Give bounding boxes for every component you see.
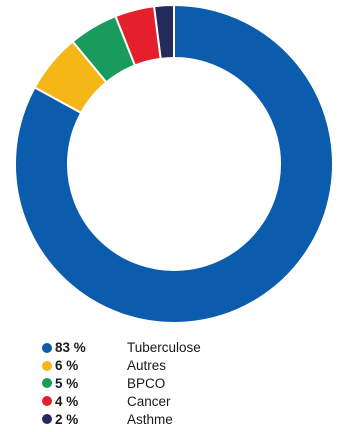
legend-label: Autres: [127, 358, 167, 374]
legend-item-autres: 6 % Autres: [42, 357, 322, 375]
legend-swatch-cancer: [42, 396, 52, 407]
legend-swatch-tuberculose: [42, 342, 52, 353]
legend-label: Asthme: [127, 411, 173, 427]
donut-chart: [14, 3, 334, 324]
legend-swatch-bpco: [42, 378, 52, 389]
slice-tuberculose: [14, 3, 334, 324]
legend-item-cancer: 4 % Cancer: [42, 392, 322, 410]
chart-legend: 83 % Tuberculose 6 % Autres 5 % BPCO 4 %…: [42, 339, 322, 428]
legend-label: BPCO: [127, 375, 166, 391]
legend-label: Cancer: [127, 393, 171, 409]
legend-swatch-asthme: [42, 414, 52, 425]
legend-item-bpco: 5 % BPCO: [42, 375, 322, 393]
legend-percent: 83 %: [55, 340, 86, 356]
legend-item-asthme: 2 % Asthme: [42, 410, 322, 428]
slice-asthme: [152, 3, 175, 60]
legend-percent: 5 %: [55, 375, 79, 391]
legend-percent: 6 %: [55, 358, 79, 374]
legend-percent: 2 %: [55, 411, 79, 427]
legend-percent: 4 %: [55, 393, 79, 409]
legend-swatch-autres: [42, 360, 52, 371]
legend-item-tuberculose: 83 % Tuberculose: [42, 339, 322, 357]
legend-label: Tuberculose: [127, 340, 201, 356]
